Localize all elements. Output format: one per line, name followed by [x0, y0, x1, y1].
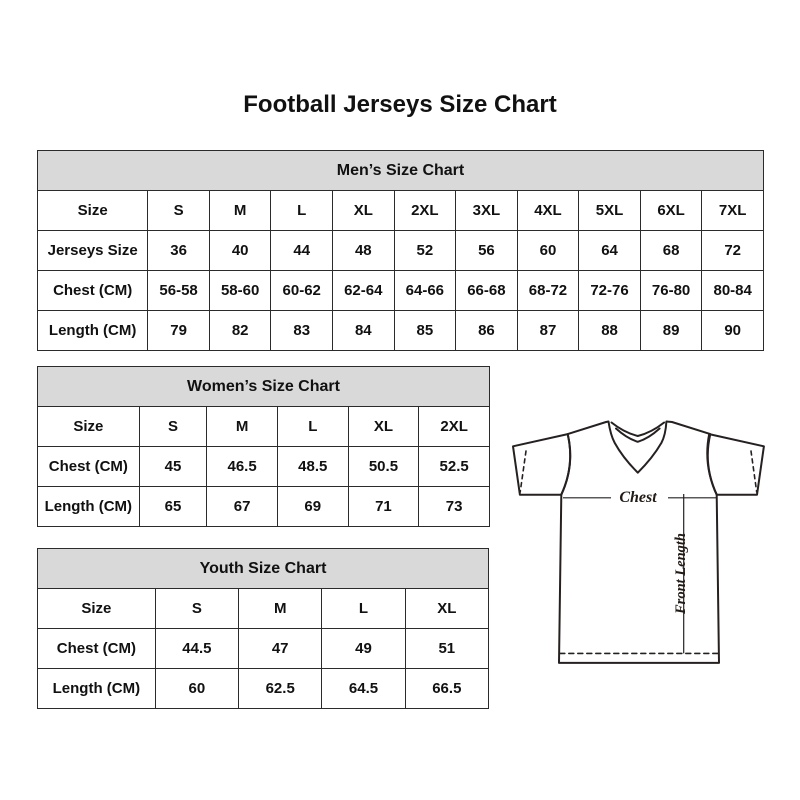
svg-text:Front Length: Front Length	[673, 533, 689, 615]
svg-text:Chest: Chest	[619, 489, 657, 506]
